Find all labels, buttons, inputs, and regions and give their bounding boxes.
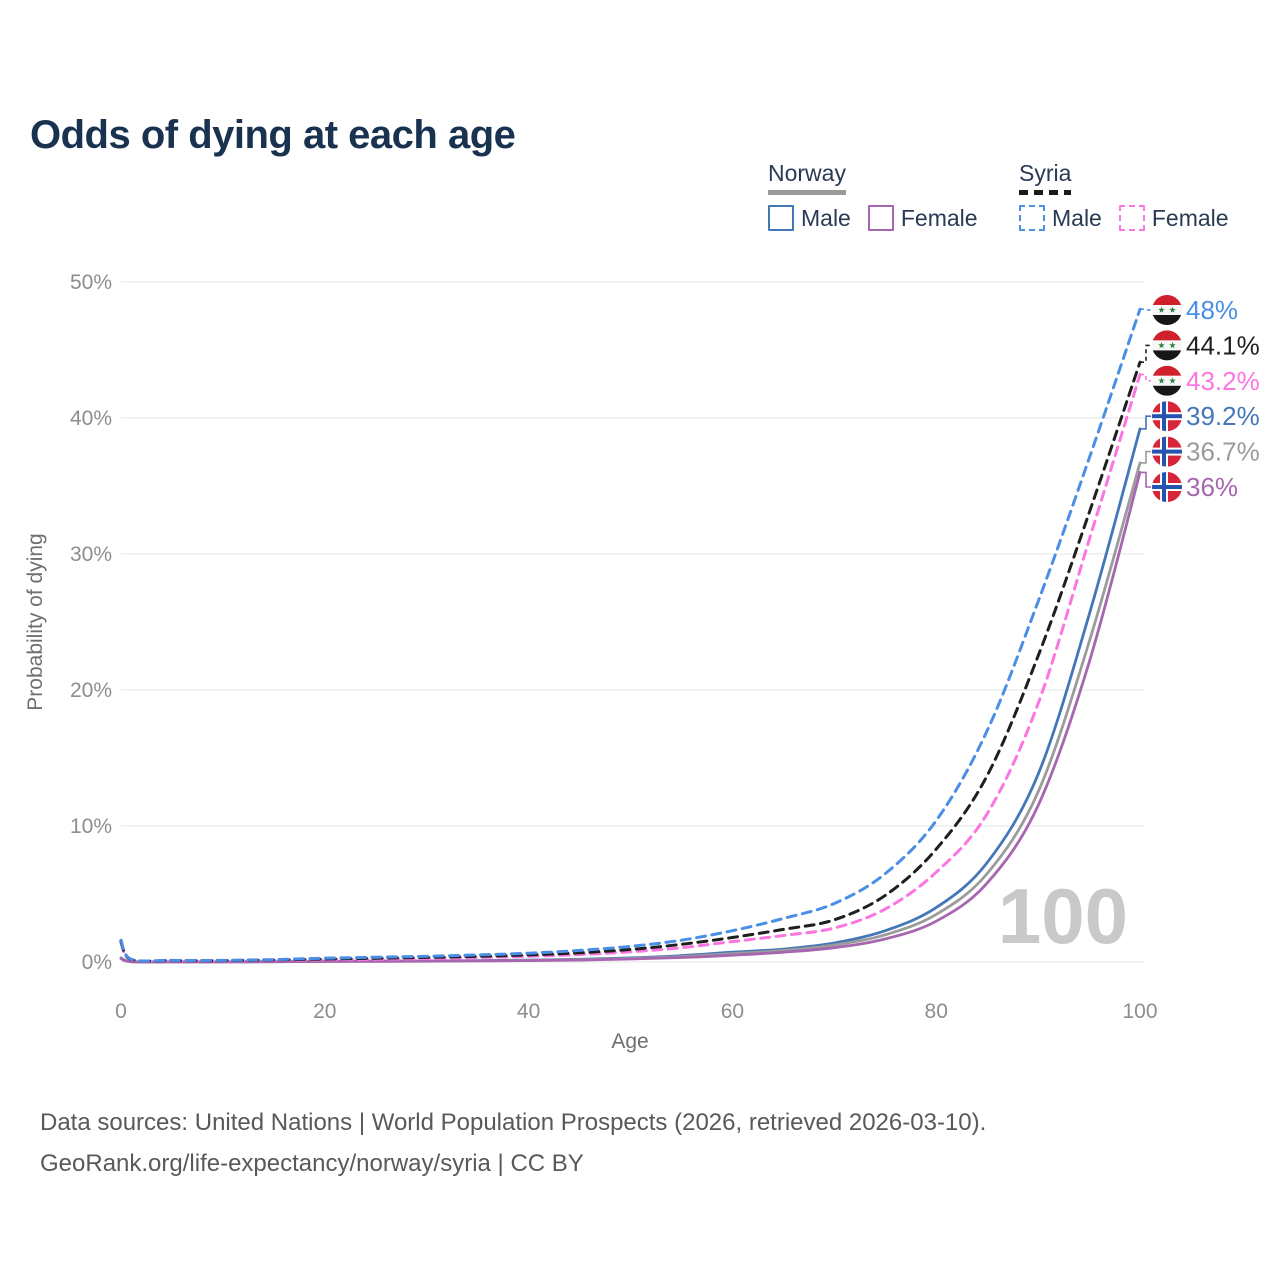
star-shape xyxy=(1169,377,1176,384)
syria-female-label: Female xyxy=(1151,204,1229,231)
x-axis-title: Age xyxy=(611,1030,648,1053)
star-shape xyxy=(1169,342,1176,349)
page-title: Odds of dying at each age xyxy=(30,112,516,157)
series-curves xyxy=(119,307,1142,964)
legend-item-syria-male[interactable]: Male xyxy=(1019,205,1102,232)
end-label-connector xyxy=(1140,344,1151,363)
norway-line-sample xyxy=(768,190,846,195)
series-path-syria-male xyxy=(119,307,1142,963)
end-label-connector xyxy=(1140,308,1151,311)
star-shape xyxy=(1169,306,1176,313)
star-shape xyxy=(1158,377,1165,384)
legend-group-syria: Syria Male Female xyxy=(1019,160,1229,232)
x-tick-label: 80 xyxy=(925,1000,948,1023)
footer-sources: Data sources: United Nations | World Pop… xyxy=(40,1109,987,1136)
y-tick-label: 40% xyxy=(70,407,112,430)
norway-female-label: Female xyxy=(900,204,978,231)
x-tick-label: 20 xyxy=(313,1000,336,1023)
series-path-norway-female xyxy=(119,471,1142,964)
x-axis-tick-labels: 0 20 40 60 80 100 xyxy=(115,1000,1157,1023)
y-axis-title: Probability of dying xyxy=(24,533,47,710)
legend-country-norway[interactable]: Norway xyxy=(768,160,846,195)
series-end-labels: 48% 44.1% 43.2% 39.2% 36.7% 36% xyxy=(1140,295,1260,502)
legend-group-norway: Norway Male Female xyxy=(768,160,978,232)
x-tick-label: 0 xyxy=(115,1000,127,1023)
end-value-label: 43.2% xyxy=(1186,366,1260,396)
y-axis-tick-labels: 0% 10% 20% 30% 40% 50% xyxy=(70,271,112,974)
legend-item-norway-male[interactable]: Male xyxy=(768,205,851,232)
norway-female-swatch xyxy=(867,205,894,231)
end-value-label: 36.7% xyxy=(1186,437,1260,467)
series-path-syria-both-sexes xyxy=(119,360,1142,963)
end-label-connector xyxy=(1140,471,1151,488)
end-label-connector xyxy=(1140,373,1151,382)
end-value-label: 39.2% xyxy=(1186,401,1260,431)
y-tick-label: 30% xyxy=(70,543,112,566)
x-tick-label: 100 xyxy=(1122,1000,1157,1023)
norway-male-swatch xyxy=(768,205,794,231)
norway-flag-icon xyxy=(1152,401,1182,432)
syria-flag-icon xyxy=(1152,295,1182,325)
y-tick-label: 20% xyxy=(70,679,112,702)
footer-link: GeoRank.org/life-expectancy/norway/syria… xyxy=(40,1150,584,1177)
legend-country-syria-label: Syria xyxy=(1019,160,1072,186)
end-value-label: 48% xyxy=(1186,295,1238,325)
syria-flag-icon xyxy=(1152,330,1182,361)
end-value-label: 36% xyxy=(1186,472,1238,502)
y-tick-label: 10% xyxy=(70,815,112,838)
legend-item-norway-female[interactable]: Female xyxy=(867,204,978,232)
norway-flag-icon xyxy=(1152,472,1182,502)
star-shape xyxy=(1158,342,1165,349)
x-tick-label: 40 xyxy=(517,1000,540,1023)
syria-male-label: Male xyxy=(1052,204,1102,231)
end-value-label: 44.1% xyxy=(1186,330,1260,360)
end-label-connector xyxy=(1140,450,1151,464)
y-tick-label: 50% xyxy=(70,271,112,294)
end-label-connector xyxy=(1140,415,1151,430)
footer: Data sources: United Nations | World Pop… xyxy=(40,1102,986,1184)
gridlines xyxy=(121,281,1145,963)
age-indicator-watermark: 100 xyxy=(998,872,1128,960)
x-tick-label: 60 xyxy=(721,1000,744,1023)
legend-country-norway-label: Norway xyxy=(768,160,846,186)
syria-flag-icon xyxy=(1152,365,1182,396)
y-tick-label: 0% xyxy=(82,951,112,974)
syria-female-swatch xyxy=(1118,205,1145,231)
legend-item-syria-female[interactable]: Female xyxy=(1118,204,1229,232)
syria-line-sample xyxy=(1019,190,1072,195)
syria-male-swatch xyxy=(1019,205,1045,231)
norway-flag-icon xyxy=(1152,436,1182,467)
series-path-norway-both-sexes xyxy=(119,461,1142,964)
norway-male-label: Male xyxy=(801,204,851,231)
star-shape xyxy=(1158,306,1165,313)
legend-country-syria[interactable]: Syria xyxy=(1019,160,1072,195)
